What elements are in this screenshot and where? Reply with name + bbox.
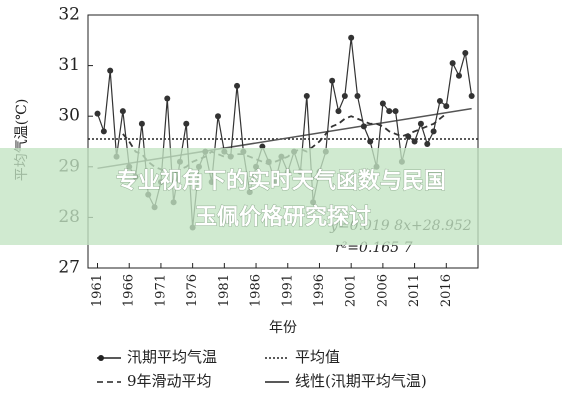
data-point <box>354 92 361 99</box>
overlay-banner <box>0 148 562 245</box>
data-point <box>335 108 342 115</box>
data-point <box>411 138 418 145</box>
x-tick-label: 1961 <box>90 274 105 307</box>
data-point <box>107 67 114 74</box>
x-tick-label: 1991 <box>280 274 295 307</box>
x-tick-label: 1966 <box>122 274 137 307</box>
data-point <box>449 60 456 67</box>
data-point <box>436 98 443 105</box>
data-point <box>164 95 171 102</box>
data-point <box>138 120 145 127</box>
data-point <box>360 123 367 130</box>
data-point <box>183 120 190 127</box>
data-point <box>341 92 348 99</box>
legend-label: 汛期平均气温 <box>127 348 217 366</box>
x-axis-label: 年份 <box>269 320 297 336</box>
data-point <box>462 49 469 56</box>
data-point <box>468 92 475 99</box>
legend-label: 线性(汛期平均气温) <box>295 372 427 390</box>
data-point <box>94 110 101 117</box>
data-point <box>386 108 393 115</box>
y-tick-label: 32 <box>58 5 80 25</box>
x-tick-label: 2001 <box>344 274 359 307</box>
y-tick-label: 31 <box>58 55 80 75</box>
data-point <box>430 128 437 135</box>
legend-label: 9年滑动平均 <box>127 372 212 390</box>
x-tick-label: 1971 <box>153 274 168 307</box>
data-point <box>100 128 107 135</box>
legend-marker <box>98 355 104 361</box>
x-tick-label: 1986 <box>249 274 264 307</box>
x-tick-label: 1976 <box>185 274 200 307</box>
data-point <box>119 108 126 115</box>
plot-frame <box>87 14 479 269</box>
data-point <box>392 108 399 115</box>
x-tick-label: 1981 <box>217 274 232 307</box>
data-point <box>329 77 336 84</box>
data-point <box>234 82 241 89</box>
x-tick-label: 2016 <box>439 274 454 307</box>
data-point <box>303 92 310 99</box>
data-point <box>379 100 386 107</box>
y-tick-label: 30 <box>58 106 80 126</box>
data-point <box>455 72 462 79</box>
y-tick-label: 27 <box>58 258 80 278</box>
overlay-text: 专业视角下的实时天气函数与民国 <box>116 168 446 194</box>
x-tick-label: 2006 <box>375 274 390 307</box>
overlay-text: 玉佩价格研究探讨 <box>195 204 371 230</box>
legend-label: 平均值 <box>295 348 340 366</box>
data-point <box>215 113 221 120</box>
x-tick-label: 2011 <box>407 274 422 307</box>
data-point <box>348 34 355 41</box>
data-point <box>417 120 424 127</box>
x-tick-label: 1996 <box>312 274 327 307</box>
data-point <box>443 103 450 110</box>
data-point <box>367 138 374 145</box>
data-point <box>424 141 431 148</box>
